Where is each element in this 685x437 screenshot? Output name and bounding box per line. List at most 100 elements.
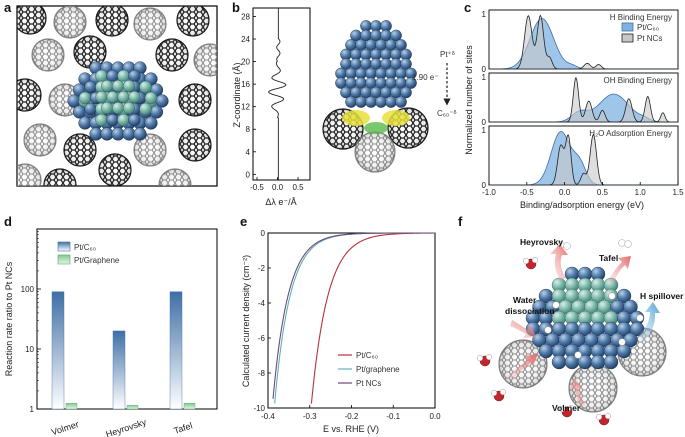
pt-nc-distribution [489, 76, 678, 123]
hydrogen-atom [624, 240, 632, 248]
panel-d-legend: Pt/C₆₀ Pt/Graphene [57, 241, 120, 265]
e-ytick-label: -6 [258, 334, 266, 343]
hydrogen-atom [552, 301, 560, 309]
pt-atom-interface [128, 90, 141, 103]
e-ytick-label: -4 [258, 299, 266, 308]
b-ytick-label: 0 [246, 170, 251, 179]
e-ytick-label: -10 [253, 404, 265, 413]
panel-b-charge-profile: 28 24 20 16 12 8 4 0 -0.5 0.0 0.5 Z-coordinate (Å… [232, 7, 457, 207]
pt-atom [84, 80, 97, 94]
panel-c-ylabel: Normalized number of sites [464, 45, 474, 155]
fullerene-cage [193, 43, 217, 77]
pt-atom-interface [139, 102, 152, 116]
c-legend-label: Pt NCs [637, 34, 662, 43]
b-xtick-label: 0.0 [272, 183, 284, 192]
bar-pt-c60 [51, 291, 65, 410]
process-arrow [607, 256, 631, 285]
panel-c-subtitle: H₂O Adsorption Energy [589, 129, 672, 138]
cage-shade [24, 124, 56, 156]
c-xtick-label: 0.5 [597, 188, 609, 197]
fullerene-cage [17, 6, 47, 35]
panel-c-subplot: 0 1 H Binding Energy [482, 9, 679, 74]
b-xtick-label: -0.5 [250, 183, 264, 192]
panel-c-legend: Pt/C₆₀ Pt NCs [621, 22, 662, 43]
label-h-spillover: H spillover [640, 291, 684, 301]
b-ytick-label: 20 [241, 58, 250, 67]
pt-nc-distribution [489, 133, 678, 186]
label-heyrovsky: Heyrovsky [520, 237, 563, 247]
d-legend-label: Pt/C₆₀ [74, 243, 96, 252]
annot-charge: 1.90 e⁻ [412, 73, 438, 82]
e-legend-label: Pt NCs [356, 379, 381, 388]
panel-b-xlabel: Δλ e⁻/Å [265, 197, 296, 207]
label-volmer: Volmer [552, 403, 581, 413]
c-ytick-label: 0 [482, 181, 487, 190]
cage-shade [17, 6, 46, 34]
hydrogen-atom [558, 405, 566, 413]
fullerene-cage [48, 83, 82, 117]
panel-e-ylabel: Calculated current density (cm⁻²) [241, 255, 251, 387]
hydrogen-molecule [618, 239, 632, 248]
panel-label-d: d [4, 214, 12, 229]
label-tafel: Tafel [599, 253, 618, 263]
process-arrow [508, 354, 538, 380]
c-xtick-label: -1.0 [482, 188, 496, 197]
pt-atom [355, 96, 367, 108]
e-xtick-label: -0.3 [303, 412, 317, 421]
c-legend-swatch [621, 22, 634, 32]
d-ytick-label: 1 [30, 405, 35, 414]
hydrogen-atom [499, 388, 507, 396]
label-water: Water dissociation [505, 295, 555, 316]
water-molecule [558, 404, 575, 418]
hydrogen-atom [618, 338, 626, 346]
panel-b-ylabel: Z-coordinate (Å) [232, 62, 242, 127]
hydrogen-atom [608, 292, 616, 300]
e-legend-label: Pt/C₆₀ [356, 351, 378, 360]
b-ytick-label: 12 [241, 103, 250, 112]
pt-atom-interface [100, 79, 113, 92]
pt-atom [400, 58, 412, 70]
pt-atom [616, 343, 632, 359]
fullerene-cage [133, 133, 167, 167]
charge-density-blob [382, 110, 410, 126]
pt-atom-interface [117, 90, 130, 103]
cage-shade [179, 129, 211, 161]
c-legend-label: Pt/C₆₀ [637, 23, 659, 32]
water-molecule [595, 412, 612, 426]
fullerene-cage [53, 6, 87, 39]
fullerene-cage [17, 163, 42, 186]
e-ytick-label: -2 [258, 264, 266, 273]
process-arrow [550, 244, 568, 280]
annot-pt-delta: Pt⁺ᵟ [440, 50, 455, 59]
panel-e-polarization: -0.4 -0.3 -0.2 -0.1 0.0 0 -2 -4 -6 -8 -10 Calculat… [241, 229, 441, 434]
c-xtick-label: -0.5 [520, 188, 534, 197]
c-xtick-label: 0.0 [559, 188, 571, 197]
c-xtick-label: 1.5 [672, 188, 684, 197]
cage-shade [156, 39, 188, 71]
bar-pt-c60 [112, 330, 126, 410]
panel-e-xlabel: E vs. RHE (V) [323, 424, 379, 434]
pt-atom [551, 354, 567, 370]
b-ytick-label: 16 [241, 80, 250, 89]
process-arrow [570, 378, 585, 405]
e-ytick-label: -8 [258, 369, 266, 378]
pt-atom [365, 96, 377, 108]
b-ytick-label: 28 [241, 12, 250, 21]
charge-difference-curve [268, 8, 287, 180]
annot-c60-delta: C₆₀⁻ᵟ [437, 109, 457, 118]
pt-atom [590, 354, 606, 370]
cage-shade [17, 79, 41, 111]
panel-b-axes [252, 7, 311, 181]
b-xtick-label: 0.5 [292, 183, 304, 192]
d-ytick-label: 100 [21, 285, 35, 294]
hydrogen-atom [485, 353, 493, 361]
panel-c-subplot: 0 1 H₂O Adsorption Energy [482, 125, 679, 190]
e-xtick-label: -0.2 [345, 412, 359, 421]
pt-nanocluster [67, 61, 169, 141]
cage-shade [99, 154, 131, 186]
pt-atom [538, 343, 554, 359]
polarization-curve [274, 232, 435, 404]
fullerene-cage [178, 128, 212, 162]
